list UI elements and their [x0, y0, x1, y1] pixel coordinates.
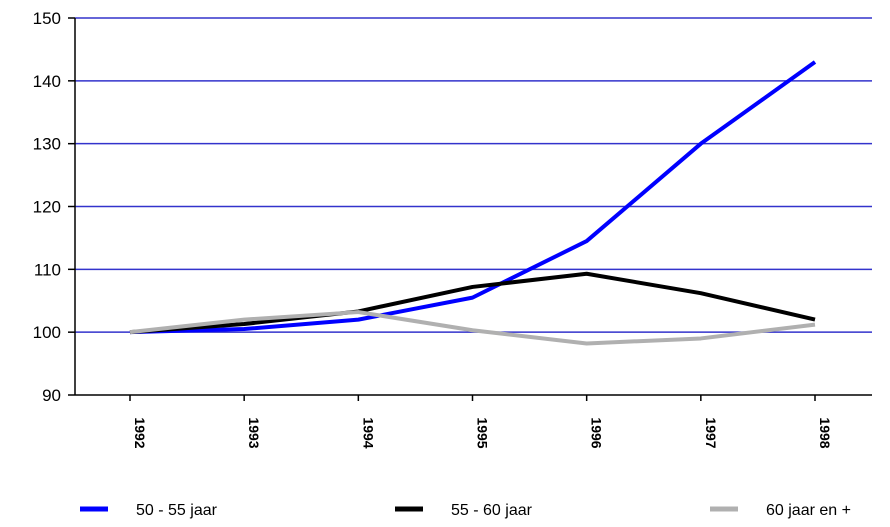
y-tick-label: 110: [34, 260, 61, 279]
y-tick-label: 90: [42, 386, 61, 405]
x-tick-label: 1996: [589, 417, 605, 448]
y-tick-label: 140: [33, 72, 61, 91]
legend-label: 60 jaar en +: [766, 502, 851, 519]
legend-label: 55 - 60 jaar: [451, 502, 533, 519]
y-tick-label: 130: [33, 135, 61, 154]
series-line-2: [129, 310, 816, 346]
legend-label: 50 - 55 jaar: [136, 502, 218, 519]
x-tick-label: 1998: [817, 417, 833, 448]
x-tick-label: 1994: [360, 417, 376, 448]
x-tick-label: 1995: [475, 417, 491, 448]
series-line-1: [129, 271, 816, 335]
x-axis-ticks: 1992 1993 1994 1995 1996 1997 1998: [132, 417, 833, 448]
y-axis-ticks: 90 100 110 120 130 140 150: [33, 9, 61, 405]
x-tick-label: 1997: [703, 417, 719, 448]
series-line-0: [129, 60, 817, 335]
y-tick-label: 120: [33, 198, 61, 217]
y-tick-label: 150: [33, 9, 61, 28]
legend: 50 - 55 jaar 55 - 60 jaar 60 jaar en +: [80, 502, 851, 519]
series-lines: [129, 60, 817, 346]
x-tick-label: 1992: [132, 417, 148, 448]
axes: [68, 17, 872, 401]
x-tick-label: 1993: [246, 417, 262, 448]
y-tick-label: 100: [33, 323, 61, 342]
